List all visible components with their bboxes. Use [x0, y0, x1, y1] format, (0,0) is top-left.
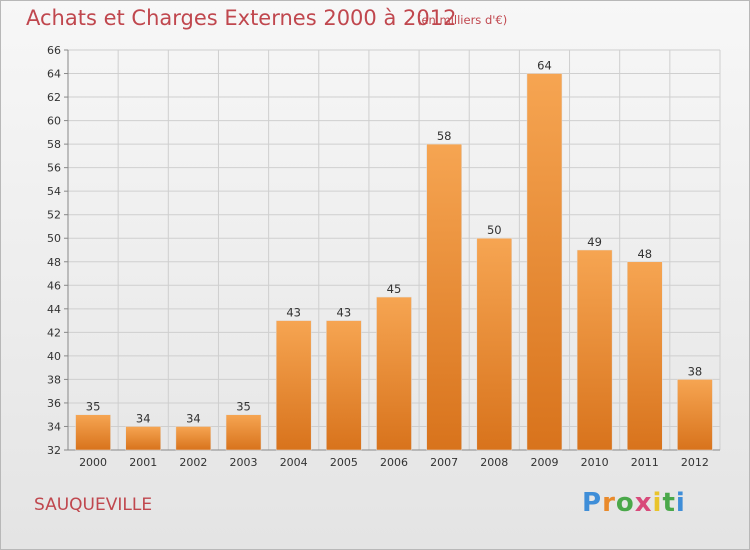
x-tick-label-2006: 2006 [380, 456, 408, 469]
y-tick-label: 44 [47, 303, 61, 316]
bar-2005 [326, 320, 362, 451]
bar-2012 [677, 379, 713, 451]
bar-2002 [175, 426, 212, 451]
bar-2001 [125, 426, 161, 451]
data-label-2008: 50 [487, 223, 502, 237]
data-label-2012: 38 [688, 364, 703, 378]
y-tick-label: 64 [47, 68, 61, 81]
y-tick-label: 42 [47, 326, 61, 339]
y-tick-label: 60 [47, 115, 61, 128]
data-label-2005: 43 [337, 306, 352, 320]
labels: 32 34 36 38 40 42 44 46 48 50 52 54 56 58 60 62 64 66 35 20… [47, 44, 709, 469]
y-tick-label: 52 [47, 209, 61, 222]
data-label-2006: 45 [387, 282, 402, 296]
x-tick-label-2010: 2010 [581, 456, 609, 469]
city-name: SAUQUEVILLE [34, 495, 153, 515]
chart-title: Achats et Charges Externes 2000 à 2012 [26, 6, 457, 30]
y-tick-label: 46 [47, 279, 61, 292]
y-tick-label: 58 [47, 138, 61, 151]
data-label-2007: 58 [437, 129, 452, 143]
bar-2003 [225, 414, 262, 451]
proxiti-logo: Proxiti [582, 488, 686, 518]
data-label-2001: 34 [136, 411, 151, 425]
x-tick-label-2009: 2009 [530, 456, 558, 469]
y-tick-label: 36 [47, 397, 61, 410]
x-tick-label-2007: 2007 [430, 456, 458, 469]
data-label-2011: 48 [637, 247, 652, 261]
data-label-2003: 35 [236, 400, 251, 414]
bar-2000 [75, 414, 111, 451]
y-tick-label: 62 [47, 91, 61, 104]
x-tick-label-2011: 2011 [631, 456, 659, 469]
x-tick-label-2012: 2012 [681, 456, 709, 469]
y-tick-label: 34 [47, 420, 61, 433]
x-tick-label-2005: 2005 [330, 456, 358, 469]
bar-2009 [526, 73, 563, 451]
data-label-2002: 34 [186, 411, 201, 425]
data-label-2010: 49 [587, 235, 602, 249]
bars [75, 73, 713, 451]
x-tick-label-2008: 2008 [480, 456, 508, 469]
bar-2004 [275, 320, 312, 451]
x-tick-label-2004: 2004 [280, 456, 308, 469]
y-tick-label: 54 [47, 185, 61, 198]
chart-subtitle: (en milliers d'€) [417, 13, 508, 27]
y-tick-label: 38 [47, 373, 61, 386]
data-label-2000: 35 [86, 400, 101, 414]
bar-2010 [576, 249, 613, 451]
y-tick-label: 32 [47, 444, 61, 457]
bar-2008 [476, 237, 513, 451]
y-tick-label: 50 [47, 232, 61, 245]
y-tick-label: 40 [47, 350, 61, 363]
x-tick-label-2003: 2003 [230, 456, 258, 469]
y-tick-label: 66 [47, 44, 61, 57]
x-tick-label-2000: 2000 [79, 456, 107, 469]
bar-2007 [426, 143, 462, 451]
data-label-2004: 43 [286, 306, 301, 320]
data-label-2009: 64 [537, 59, 552, 73]
x-tick-label-2002: 2002 [179, 456, 207, 469]
x-tick-label-2001: 2001 [129, 456, 157, 469]
y-tick-label: 48 [47, 256, 61, 269]
bar-2006 [376, 296, 412, 451]
y-tick-label: 56 [47, 162, 61, 175]
bar-2011 [627, 261, 663, 451]
